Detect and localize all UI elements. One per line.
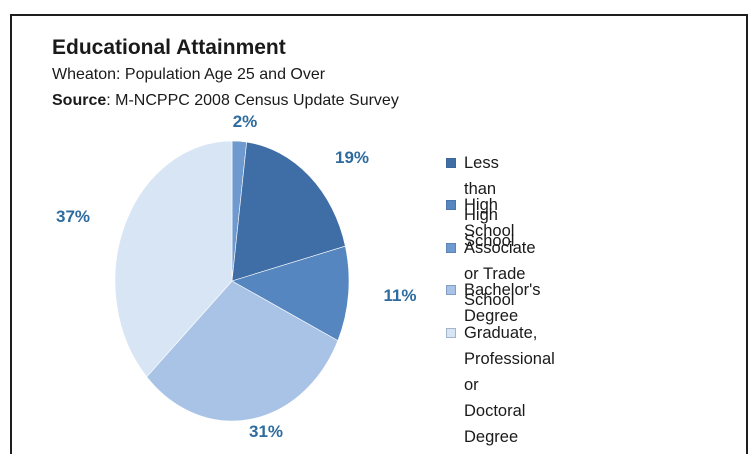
chart-source: Source: M-NCPPC 2008 Census Update Surve…	[52, 92, 399, 110]
legend-label: High School	[464, 196, 515, 240]
slice-value-label: 2%	[233, 112, 258, 131]
legend-item: Bachelor's Degree	[446, 277, 541, 329]
chart-frame	[10, 14, 748, 454]
legend-swatch	[446, 243, 456, 253]
legend-label: Graduate, Professional or Doctoral Degre…	[464, 324, 555, 446]
legend-item: Graduate, Professional or Doctoral Degre…	[446, 320, 555, 450]
chart-subtitle: Wheaton: Population Age 25 and Over	[52, 66, 326, 83]
legend-swatch	[446, 285, 456, 295]
source-label: Source	[52, 92, 107, 109]
slice-value-label: 11%	[383, 286, 416, 305]
slice-value-label: 37%	[56, 207, 90, 226]
legend-label: Associate or Trade School	[464, 239, 536, 309]
legend-swatch	[446, 328, 456, 338]
legend-item: High School	[446, 192, 514, 244]
slice-value-label: 31%	[249, 422, 283, 441]
pie-slice	[231, 245, 350, 342]
slice-value-label: 19%	[335, 148, 369, 167]
legend-label: Less than High School	[464, 154, 515, 250]
pie-slice	[114, 140, 233, 378]
legend-swatch	[446, 200, 456, 210]
pie-slice	[231, 141, 346, 282]
legend-item: Less than High School	[446, 150, 514, 254]
legend-item: Associate or Trade School	[446, 235, 536, 313]
legend-swatch	[446, 158, 456, 168]
source-text: : M-NCPPC 2008 Census Update Survey	[106, 92, 399, 109]
legend-label: Bachelor's Degree	[464, 281, 541, 325]
chart-title: Educational Attainment	[52, 36, 286, 59]
pie-slice	[146, 280, 339, 422]
